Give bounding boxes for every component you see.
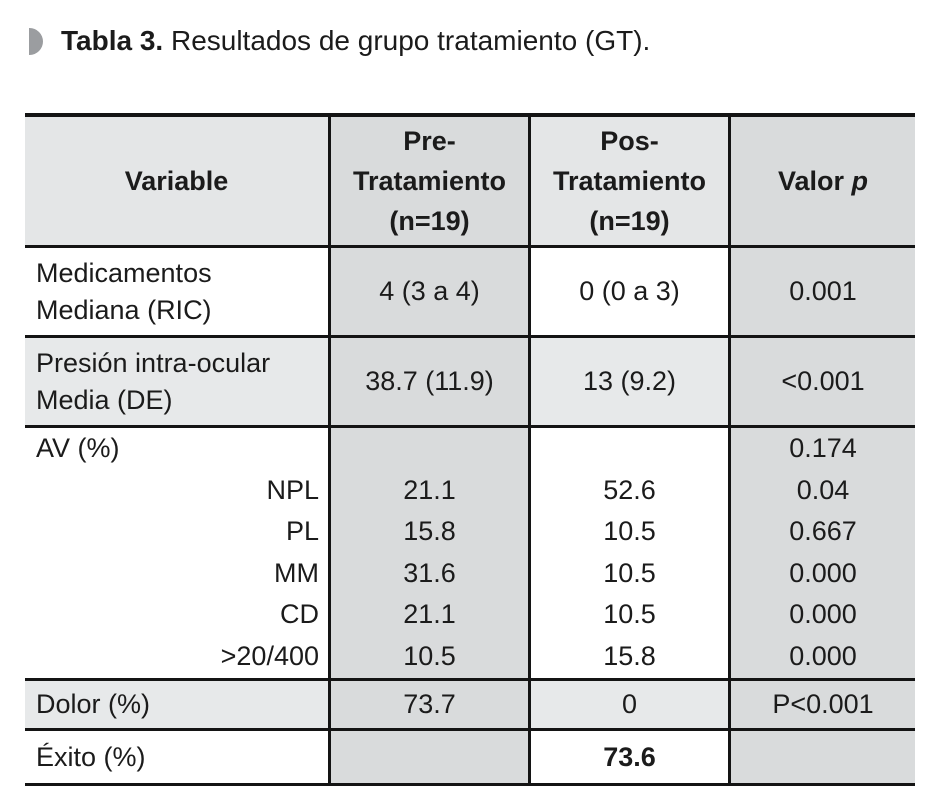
row-exito: Éxito (%) 73.6	[25, 731, 915, 786]
results-table: Variable Pre- Tratamiento (n=19) Pos- Tr…	[25, 113, 915, 786]
cell-medicamentos-pos: 0 (0 a 3)	[528, 248, 728, 335]
cell-medicamentos-variable: Medicamentos Mediana (RIC)	[25, 248, 328, 335]
row-presion: Presión intra-ocular Media (DE) 38.7 (11…	[25, 338, 915, 428]
cell-medicamentos-pre: 4 (3 a 4)	[328, 248, 528, 335]
header-cell-variable: Variable	[25, 117, 328, 245]
av-sublabel: >20/400	[220, 640, 319, 671]
cell-exito-p	[728, 731, 915, 783]
cell-dolor-pos: 0	[528, 681, 728, 728]
av-sublabel: NPL	[266, 474, 319, 505]
cell-av-pos: 52.6 10.5 10.5 10.5 15.8	[528, 428, 728, 678]
cell-exito-pre	[328, 731, 528, 783]
cell-presion-pre: 38.7 (11.9)	[328, 338, 528, 425]
cell-dolor-variable: Dolor (%)	[25, 681, 328, 728]
cell-av-p: 0.174 0.04 0.667 0.000 0.000 0.000	[728, 428, 915, 678]
cell-medicamentos-p: 0.001	[728, 248, 915, 335]
cell-presion-p: <0.001	[728, 338, 915, 425]
cell-exito-pos: 73.6	[528, 731, 728, 783]
av-sublabel: CD	[280, 599, 319, 630]
table-header-row: Variable Pre- Tratamiento (n=19) Pos- Tr…	[25, 117, 915, 248]
cell-av-variable: AV (%) NPL PL MM CD >20/400	[25, 428, 328, 678]
cell-dolor-pre: 73.7	[328, 681, 528, 728]
table-caption: Tabla 3. Resultados de grupo tratamiento…	[29, 24, 909, 58]
av-sublabel: MM	[274, 557, 319, 588]
cell-dolor-p: P<0.001	[728, 681, 915, 728]
row-medicamentos: Medicamentos Mediana (RIC) 4 (3 a 4) 0 (…	[25, 248, 915, 338]
header-cell-pos: Pos- Tratamiento (n=19)	[528, 117, 728, 245]
cell-presion-pos: 13 (9.2)	[528, 338, 728, 425]
cell-exito-variable: Éxito (%)	[25, 731, 328, 783]
row-av: AV (%) NPL PL MM CD >20/400 21.1 15.8 31…	[25, 428, 915, 681]
caption-text: Resultados de grupo tratamiento (GT).	[163, 25, 651, 56]
cell-av-pre: 21.1 15.8 31.6 21.1 10.5	[328, 428, 528, 678]
av-label: AV (%)	[36, 433, 120, 463]
row-dolor: Dolor (%) 73.7 0 P<0.001	[25, 681, 915, 731]
cell-presion-variable: Presión intra-ocular Media (DE)	[25, 338, 328, 425]
caption-bullet-icon	[29, 28, 43, 55]
header-cell-valor-p: Valor p	[728, 117, 915, 245]
av-sublabel: PL	[285, 516, 319, 547]
header-cell-pre: Pre- Tratamiento (n=19)	[328, 117, 528, 245]
caption-number: Tabla 3.	[61, 25, 164, 56]
